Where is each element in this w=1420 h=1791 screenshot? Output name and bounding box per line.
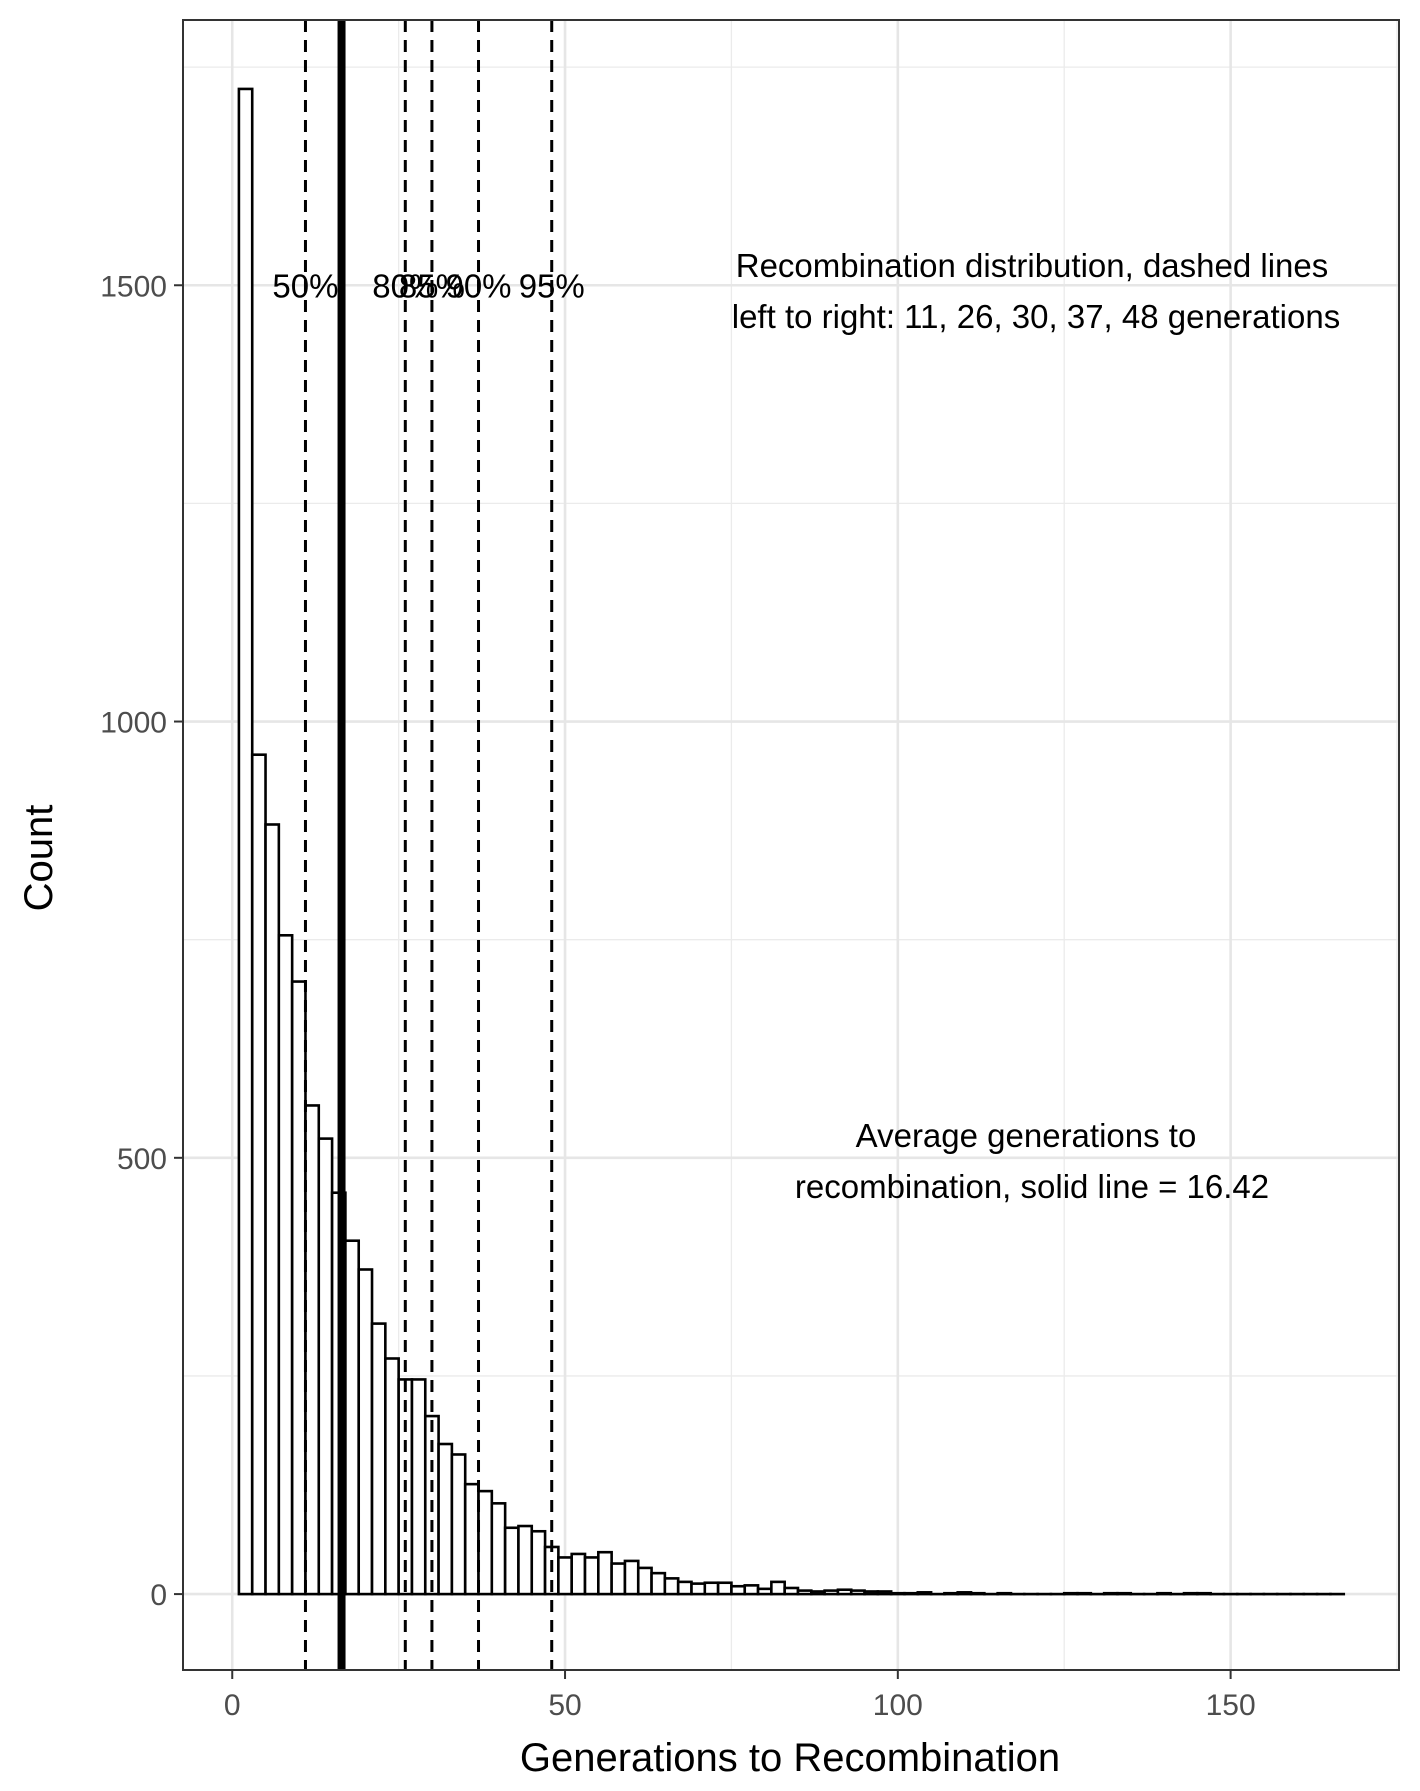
reference-lines bbox=[303, 20, 554, 1670]
grid-lines bbox=[183, 20, 1399, 1670]
histogram-bar bbox=[277, 934, 294, 1596]
histogram-bar bbox=[716, 1581, 733, 1596]
histogram-bar bbox=[956, 1591, 973, 1596]
histogram-bar bbox=[676, 1580, 693, 1596]
histogram-bar bbox=[264, 823, 281, 1596]
histogram-bar bbox=[290, 980, 307, 1596]
y-tick-label: 1000 bbox=[100, 707, 167, 740]
percentile-label: 85% bbox=[399, 267, 465, 304]
histogram-bar bbox=[384, 1357, 400, 1596]
histogram-bar bbox=[1102, 1591, 1119, 1596]
histogram-bar bbox=[610, 1562, 627, 1596]
histogram-bar bbox=[410, 1378, 427, 1596]
percentile-label: 80% bbox=[372, 267, 438, 304]
plot-panel-border bbox=[182, 19, 1400, 1671]
histogram-bar bbox=[1156, 1591, 1173, 1596]
histogram-bar bbox=[663, 1577, 680, 1596]
histogram-bar bbox=[1196, 1591, 1212, 1596]
percentile-label: 95% bbox=[519, 267, 585, 304]
histogram-bar bbox=[1182, 1591, 1199, 1596]
histogram-bar bbox=[450, 1453, 467, 1596]
histogram-bar bbox=[304, 1104, 321, 1596]
histogram-bar bbox=[636, 1566, 653, 1596]
histogram-bar bbox=[250, 753, 267, 1596]
x-axis-title: Generations to Recombination bbox=[520, 1736, 1060, 1780]
y-tick-label: 500 bbox=[117, 1143, 167, 1176]
y-axis-title: Count bbox=[17, 805, 61, 912]
x-tick-label: 100 bbox=[873, 1689, 923, 1722]
histogram-bar bbox=[477, 1489, 494, 1596]
y-tick-label: 0 bbox=[150, 1579, 167, 1612]
histogram-bar bbox=[1116, 1591, 1133, 1596]
histogram-bar bbox=[583, 1556, 600, 1596]
histogram-bar bbox=[1076, 1591, 1093, 1596]
histogram-bar bbox=[756, 1587, 773, 1596]
x-tick-label: 0 bbox=[224, 1689, 241, 1722]
histogram-bars bbox=[237, 87, 1346, 1596]
histogram-bar bbox=[237, 87, 254, 1596]
histogram-bar bbox=[996, 1591, 1013, 1596]
histogram-bar bbox=[503, 1526, 520, 1596]
histogram-bar bbox=[317, 1137, 334, 1596]
histogram-bar bbox=[943, 1591, 960, 1596]
histogram-bar bbox=[809, 1590, 826, 1596]
histogram-bar bbox=[730, 1584, 747, 1596]
mean-note-line-2: recombination, solid line = 16.42 bbox=[795, 1168, 1269, 1205]
histogram-bar bbox=[517, 1524, 534, 1596]
x-tick-label: 50 bbox=[548, 1689, 581, 1722]
histogram-bar bbox=[743, 1584, 760, 1596]
percentile-labels: 50% 80%85%90% 95% bbox=[272, 267, 584, 304]
histogram-bar bbox=[876, 1590, 893, 1596]
y-tick-label: 1500 bbox=[100, 270, 167, 303]
histogram-bar bbox=[1062, 1591, 1079, 1596]
histogram-bar bbox=[597, 1550, 613, 1596]
histogram-bar bbox=[357, 1268, 374, 1596]
histogram-bar bbox=[490, 1502, 507, 1596]
mean-note-line-1: Average generations to bbox=[856, 1117, 1197, 1154]
percentile-note-line-2: left to right: 11, 26, 30, 37, 48 genera… bbox=[732, 298, 1340, 335]
histogram-bar bbox=[849, 1589, 866, 1596]
histogram-bar bbox=[703, 1581, 720, 1596]
percentile-label: 50% bbox=[272, 267, 338, 304]
histogram-bar bbox=[863, 1590, 880, 1596]
histogram-bar bbox=[370, 1322, 387, 1596]
histogram-bar bbox=[437, 1442, 454, 1596]
histogram-bar bbox=[916, 1591, 933, 1596]
histogram-bar bbox=[344, 1239, 361, 1596]
histogram-bar bbox=[783, 1586, 800, 1596]
histogram-bar bbox=[530, 1529, 547, 1596]
histogram-bar bbox=[889, 1591, 906, 1596]
histogram-bar bbox=[770, 1580, 786, 1596]
histogram-bar bbox=[690, 1582, 707, 1596]
histogram-bar bbox=[570, 1552, 587, 1596]
histogram-bar bbox=[557, 1556, 573, 1596]
histogram-bar bbox=[650, 1571, 667, 1596]
x-tick-label: 150 bbox=[1206, 1689, 1256, 1722]
percentile-label: 90% bbox=[445, 267, 511, 304]
percentile-note-line-1: Recombination distribution, dashed lines bbox=[736, 247, 1329, 284]
histogram-bar bbox=[463, 1482, 480, 1596]
histogram-bar bbox=[969, 1591, 986, 1596]
histogram-bar bbox=[836, 1588, 853, 1596]
histogram-bar bbox=[823, 1589, 840, 1596]
histogram-bar bbox=[623, 1559, 640, 1596]
histogram-bar bbox=[796, 1589, 813, 1596]
histogram-bar bbox=[903, 1591, 920, 1596]
